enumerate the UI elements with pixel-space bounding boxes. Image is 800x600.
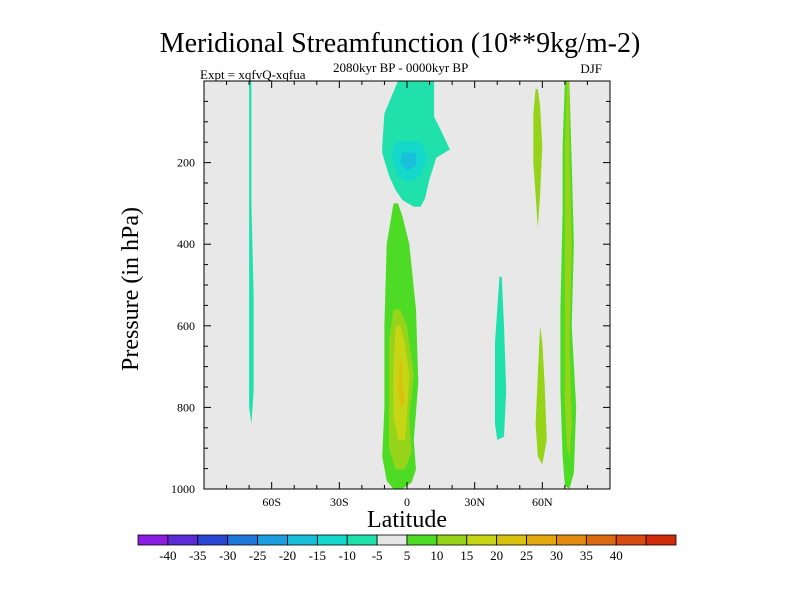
axes: 60S 30S 0 30N 60N 200 400 600 800 1000 Latitude Pre… [118, 80, 611, 533]
colorbar-label: 25 [520, 548, 533, 563]
colorbar-swatch [316, 534, 348, 546]
contour-nh-upper-positive-streak [533, 89, 543, 228]
contour-nh-mid-positive-streak [535, 325, 547, 465]
colorbar-swatch [197, 534, 229, 546]
colorbar-label: 30 [550, 548, 563, 563]
colorbar-label: -15 [309, 548, 326, 563]
colorbar-swatch [137, 534, 169, 546]
colorbar-swatch [496, 534, 527, 546]
contour-sh-thin-line [249, 81, 254, 424]
colorbar-label: -25 [249, 548, 266, 563]
y-tick-label: 600 [177, 319, 195, 333]
x-tick-label: 0 [404, 495, 410, 509]
colorbar-label: 10 [430, 548, 443, 563]
colorbar-label: 15 [460, 548, 473, 563]
colorbar-label: 40 [610, 548, 623, 563]
chart-title: Meridional Streamfunction (10**9kg/m-2) [159, 28, 641, 59]
plot-area [204, 81, 610, 489]
experiment-label: Expt = xqfvQ-xqfua [200, 67, 306, 82]
colorbar-swatch [406, 534, 438, 546]
colorbar-swatch [287, 534, 318, 546]
x-tick-label: 30N [464, 495, 485, 509]
x-tick-label: 30S [330, 495, 349, 509]
contour-nh-main-positive-core [564, 81, 572, 457]
colorbar: -40 -35 -30 -25 -20 -15 -10 -5 5 10 15 20 25 30 35 40 [137, 534, 677, 563]
colorbar-swatch [167, 534, 199, 546]
contour-nh-negative-column [495, 276, 507, 440]
colorbar-label: -35 [189, 548, 206, 563]
colorbar-swatch [526, 534, 557, 546]
x-tick-label: 60S [262, 495, 281, 509]
colorbar-label: 20 [490, 548, 503, 563]
colorbar-label: -30 [219, 548, 236, 563]
season-label: DJF [580, 61, 602, 76]
colorbar-label: -40 [159, 548, 176, 563]
colorbar-label: 5 [404, 548, 411, 563]
y-axis-label: Pressure (in hPa) [118, 207, 144, 371]
colorbar-label: -10 [339, 548, 356, 563]
colorbar-swatch [227, 534, 258, 546]
chart-subtitle: 2080kyr BP - 0000kyr BP [333, 60, 469, 75]
colorbar-swatch [436, 534, 468, 546]
colorbar-swatch [346, 534, 378, 546]
colorbar-label: -5 [372, 548, 383, 563]
colorbar-swatch [556, 534, 587, 546]
colorbar-swatch [615, 534, 647, 546]
contour-lower-positive-core [398, 358, 405, 408]
colorbar-label: 35 [580, 548, 593, 563]
colorbar-swatch [466, 534, 498, 546]
colorbar-label: -20 [279, 548, 296, 563]
colorbar-swatch [645, 534, 677, 546]
contour-upper-negative-inner [400, 152, 416, 171]
colorbar-swatch [585, 534, 617, 546]
colorbar-swatch [376, 534, 408, 546]
colorbar-swatch [257, 534, 288, 546]
y-tick-label: 200 [177, 156, 195, 170]
y-tick-label: 400 [177, 237, 195, 251]
x-axis-label: Latitude [367, 507, 447, 533]
y-tick-label: 800 [177, 400, 195, 414]
y-tick-label: 1000 [171, 482, 195, 496]
x-tick-label: 60N [532, 495, 553, 509]
